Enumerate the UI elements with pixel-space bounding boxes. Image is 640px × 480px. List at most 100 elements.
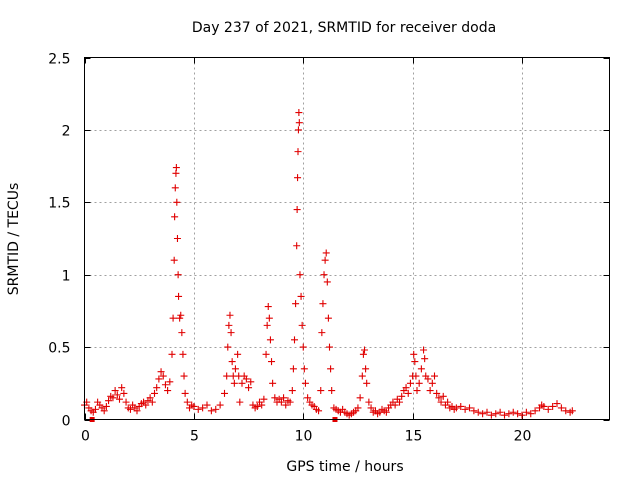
- data-point: [398, 392, 406, 400]
- data-point: [356, 394, 364, 402]
- data-point: [527, 410, 535, 418]
- data-point: [424, 375, 432, 383]
- data-point: [321, 256, 329, 264]
- data-point: [470, 407, 478, 415]
- data-point: [172, 164, 180, 172]
- data-point: [492, 410, 500, 418]
- data-point: [328, 387, 336, 395]
- data-point: [437, 398, 445, 406]
- data-point: [183, 398, 191, 406]
- data-point: [439, 392, 447, 400]
- data-point: [557, 404, 565, 412]
- chart-title: Day 237 of 2021, SRMTID for receiver dod…: [192, 20, 496, 36]
- data-point: [264, 303, 272, 311]
- data-point: [109, 394, 117, 402]
- x-tick-label: 5: [190, 429, 199, 445]
- data-point: [266, 336, 274, 344]
- data-point: [457, 402, 465, 410]
- data-point: [225, 321, 233, 329]
- data-point: [155, 375, 163, 383]
- data-point: [194, 405, 202, 413]
- data-point: [166, 378, 174, 386]
- data-point: [169, 314, 177, 322]
- data-point: [216, 401, 224, 409]
- data-point: [203, 401, 211, 409]
- data-point: [181, 389, 189, 397]
- data-point: [113, 391, 121, 399]
- data-point: [151, 389, 158, 397]
- data-point: [242, 375, 250, 383]
- data-point: [265, 314, 273, 322]
- data-point: [236, 398, 244, 406]
- data-point: [142, 401, 150, 409]
- data-point: [417, 365, 425, 373]
- data-point: [207, 407, 215, 415]
- data-point: [171, 213, 179, 221]
- x-tick-label: 20: [514, 429, 532, 445]
- x-tick-label: 15: [405, 429, 423, 445]
- data-point: [100, 407, 108, 415]
- data-point: [179, 350, 187, 358]
- x-axis-label: GPS time / hours: [286, 459, 403, 475]
- data-point: [282, 401, 290, 409]
- data-point: [363, 379, 371, 387]
- data-point: [531, 407, 539, 415]
- data-point: [496, 408, 504, 416]
- data-point: [120, 389, 128, 397]
- data-point: [294, 148, 302, 156]
- data-point: [549, 402, 557, 410]
- y-tick-label: 1.5: [48, 196, 70, 212]
- data-point: [247, 378, 255, 386]
- data-point: [271, 394, 279, 402]
- data-point: [421, 355, 429, 363]
- data-point: [354, 404, 362, 412]
- data-point: [294, 126, 302, 134]
- data-point: [326, 343, 333, 351]
- y-tick-label: 1: [62, 269, 71, 285]
- data-point: [474, 408, 482, 416]
- data-point: [174, 271, 182, 279]
- data-point: [221, 389, 228, 397]
- data-point: [444, 398, 452, 406]
- data-point: [226, 311, 234, 319]
- data-point: [410, 350, 418, 358]
- data-point: [501, 411, 508, 419]
- data-point: [568, 407, 576, 415]
- data-point: [168, 350, 176, 358]
- data-point: [391, 401, 399, 409]
- data-point: [177, 311, 185, 319]
- data-point: [133, 407, 141, 415]
- data-point: [505, 410, 513, 418]
- data-point: [315, 407, 323, 415]
- data-point: [180, 372, 188, 380]
- data-point: [126, 405, 134, 413]
- data-point: [245, 384, 253, 392]
- data-point: [262, 350, 270, 358]
- data-point: [102, 402, 110, 410]
- data-point: [324, 314, 332, 322]
- x-tick-label: 0: [81, 429, 90, 445]
- data-point: [298, 321, 306, 329]
- data-point: [396, 398, 403, 406]
- data-point: [116, 395, 123, 403]
- data-point: [161, 381, 169, 389]
- data-point: [268, 358, 276, 366]
- data-point: [170, 256, 178, 264]
- data-point: [518, 411, 526, 419]
- data-point: [153, 384, 161, 392]
- data-point: [362, 365, 370, 373]
- data-point: [118, 384, 126, 392]
- data-point: [304, 394, 312, 402]
- data-point: [297, 292, 305, 300]
- data-point: [428, 379, 436, 387]
- data-point: [420, 346, 428, 354]
- y-tick-label: 2: [62, 124, 71, 140]
- data-point: [223, 372, 231, 380]
- grid-lines: [84, 57, 610, 420]
- data-point: [320, 271, 328, 279]
- data-point: [452, 404, 460, 412]
- data-point: [412, 372, 420, 380]
- data-point: [291, 336, 298, 344]
